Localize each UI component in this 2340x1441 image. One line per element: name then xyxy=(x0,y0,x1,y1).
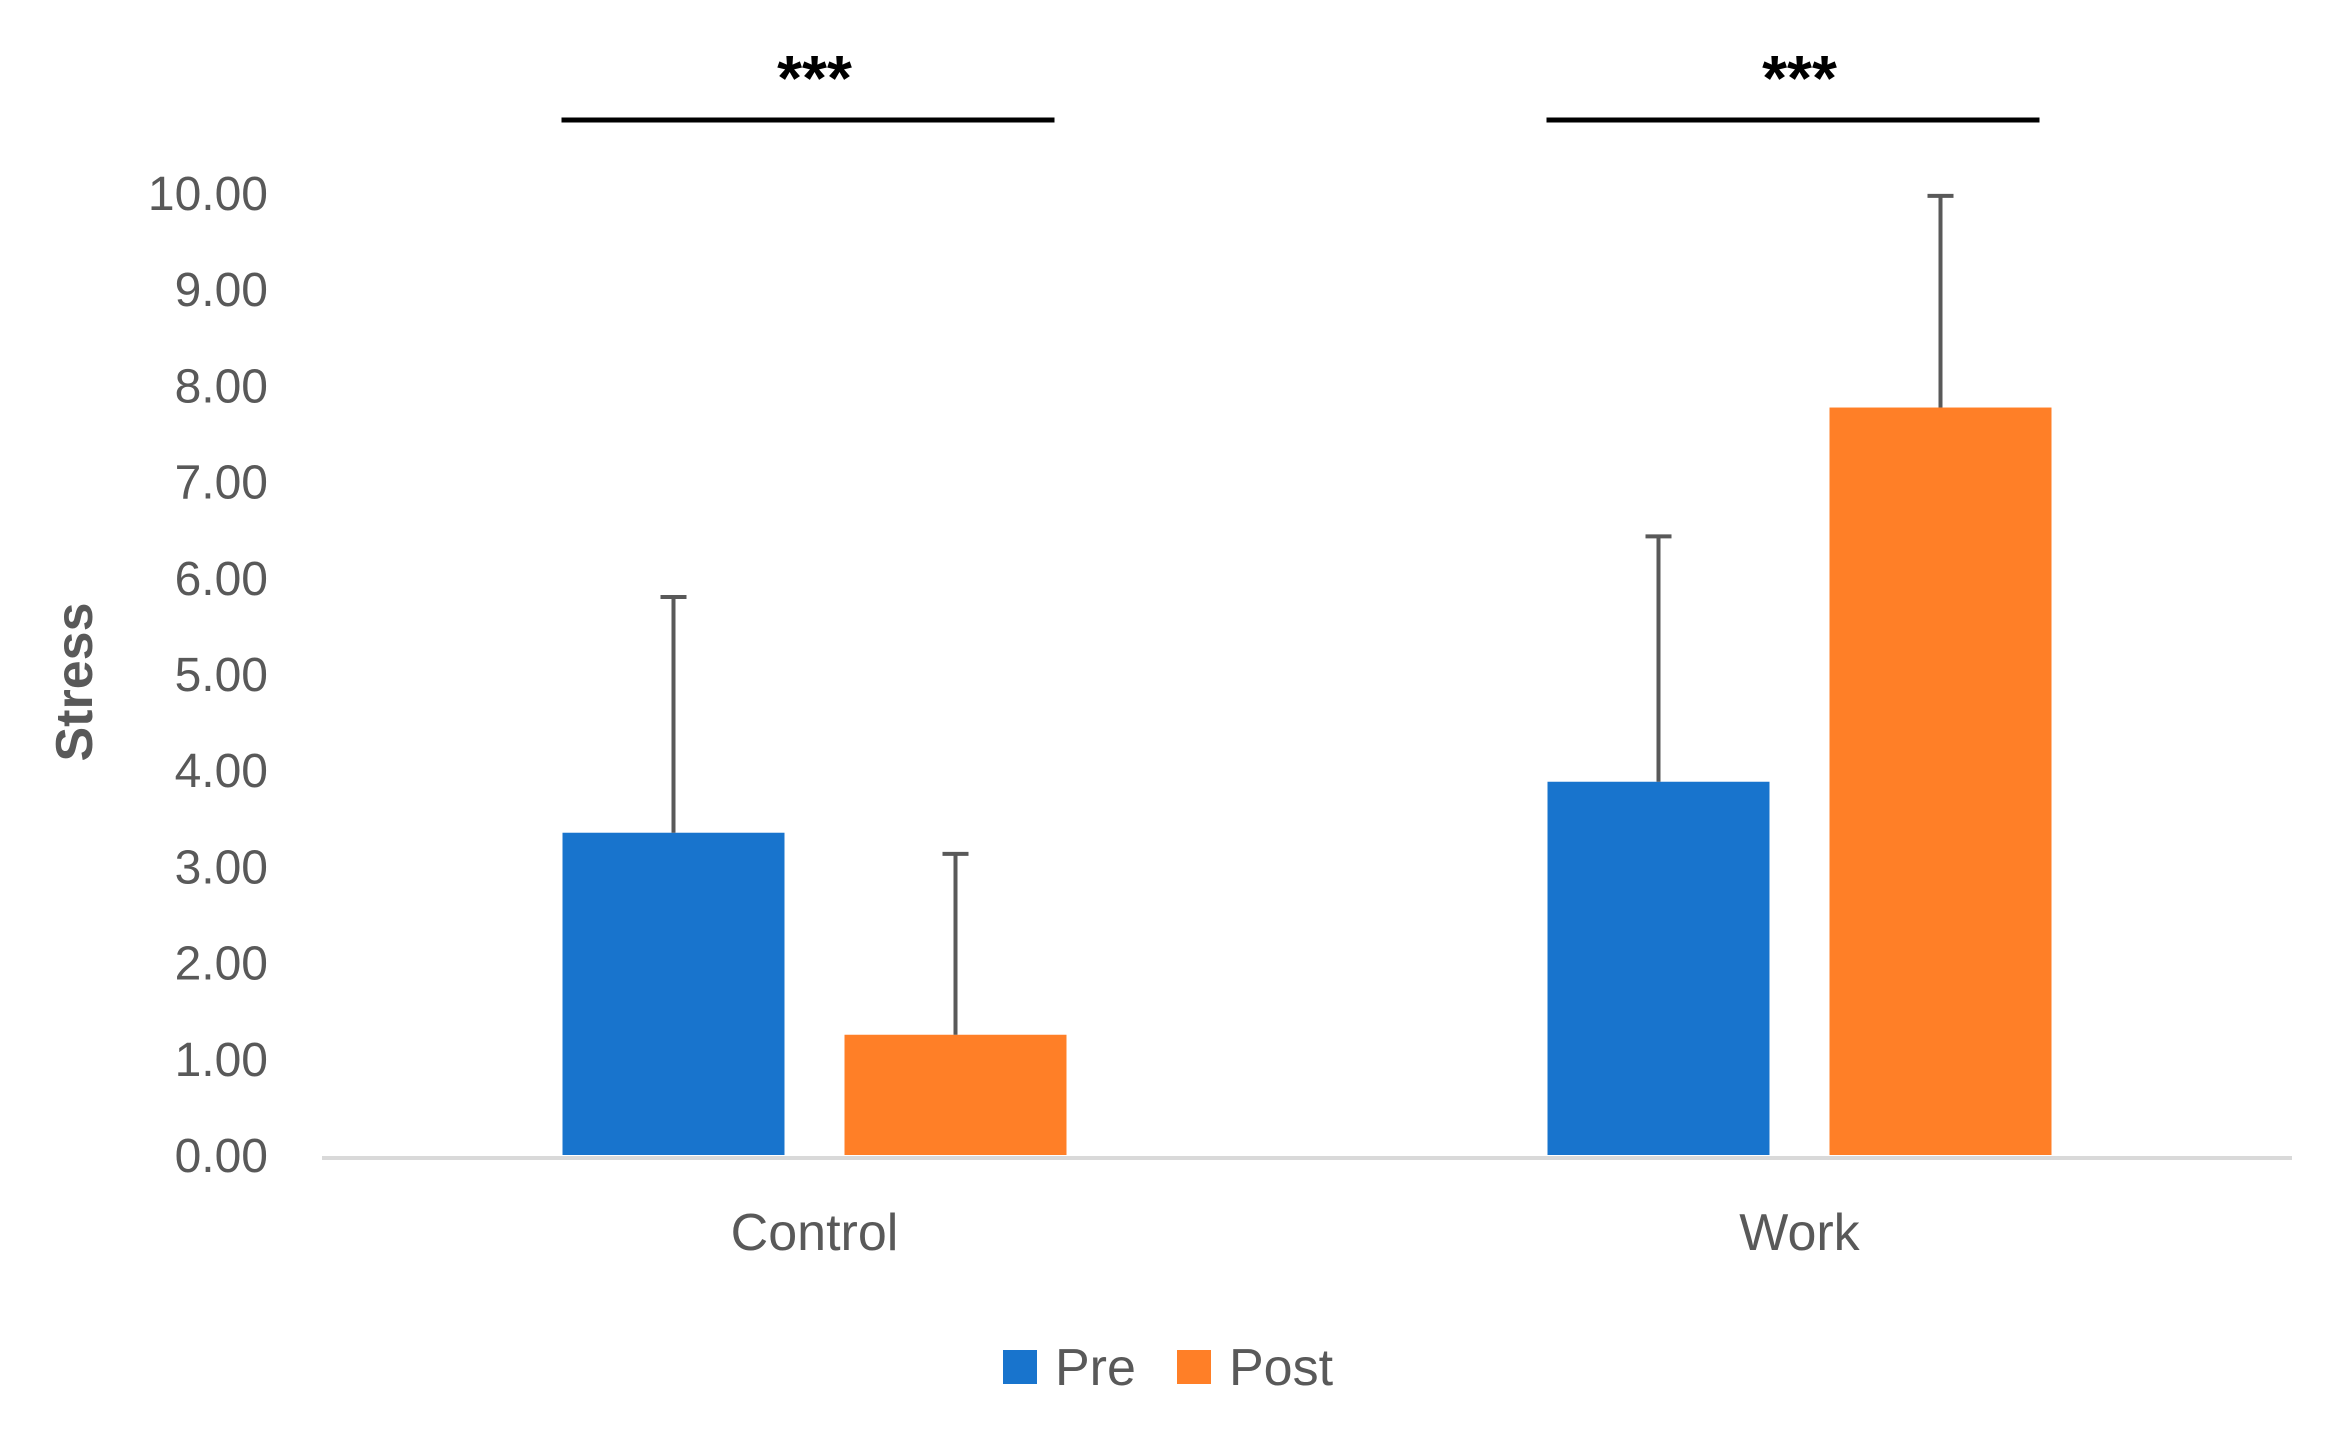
y-tick-label: 4.00 xyxy=(175,745,268,798)
legend: Pre Post xyxy=(1003,1339,1334,1397)
legend-label-pre: Pre xyxy=(1055,1339,1136,1397)
significance-annotations: *** *** xyxy=(561,42,2040,123)
y-tick-label: 0.00 xyxy=(175,1130,268,1183)
bar-pre-work xyxy=(1547,781,1770,1155)
y-tick-label: 2.00 xyxy=(175,938,268,991)
bar-post-control xyxy=(844,1034,1067,1155)
x-category-label: Work xyxy=(1739,1204,1860,1262)
significance-label: *** xyxy=(777,42,852,114)
y-tick-label: 6.00 xyxy=(175,553,268,606)
significance-label: *** xyxy=(1762,42,1837,114)
y-tick-label: 1.00 xyxy=(175,1034,268,1087)
legend-label-post: Post xyxy=(1229,1339,1334,1397)
y-axis-title: Stress xyxy=(46,603,104,762)
x-category-label: Control xyxy=(731,1204,899,1262)
y-tick-label: 7.00 xyxy=(175,457,268,510)
legend-swatch-pre xyxy=(1003,1350,1037,1384)
bars xyxy=(562,407,2052,1155)
y-tick-label: 8.00 xyxy=(175,360,268,413)
y-tick-label: 10.00 xyxy=(148,168,268,221)
error-bars xyxy=(660,193,1954,1035)
y-tick-label: 9.00 xyxy=(175,264,268,317)
legend-swatch-post xyxy=(1177,1350,1211,1384)
y-axis-ticks: 0.00 1.00 2.00 3.00 4.00 5.00 6.00 7.00 8.00 9.00… xyxy=(148,168,268,1183)
bar-post-work xyxy=(1829,407,2052,1155)
y-tick-label: 3.00 xyxy=(175,841,268,894)
y-tick-label: 5.00 xyxy=(175,649,268,702)
bar-pre-control xyxy=(562,832,785,1155)
x-axis-categories: Control Work xyxy=(731,1204,1861,1262)
